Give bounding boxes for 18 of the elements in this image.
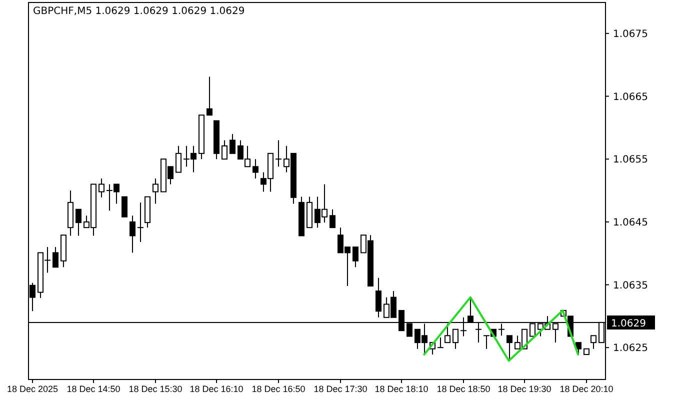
y-tick-label: 1.0635 — [613, 280, 648, 292]
x-tick-label: 18 Dec 17:30 — [314, 384, 368, 394]
x-tick-label: 18 Dec 16:50 — [252, 384, 306, 394]
y-tick-label: 1.0625 — [613, 343, 648, 354]
y-tick-label: 1.0665 — [613, 92, 648, 103]
x-tick-label: 18 Dec 20:10 — [560, 384, 614, 394]
x-tick-label: 18 Dec 18:50 — [436, 384, 490, 394]
x-tick-label: 18 Dec 15:30 — [128, 384, 182, 394]
y-tick-label: 1.0655 — [613, 154, 648, 166]
y-tick-label: 1.0645 — [613, 217, 648, 228]
x-tick-label: 18 Dec 18:10 — [374, 384, 428, 394]
x-tick-label: 18 Dec 2025 — [6, 384, 58, 394]
chart-title: GBPCHF,M5 1.0629 1.0629 1.0629 1.0629 — [33, 6, 245, 17]
x-tick-label: 18 Dec 14:50 — [66, 384, 120, 394]
ref-line-label: 1.0629 — [611, 318, 646, 330]
y-tick-label: 1.0675 — [613, 28, 648, 40]
x-tick-label: 18 Dec 16:10 — [190, 384, 244, 394]
x-tick-label: 18 Dec 19:30 — [498, 384, 552, 394]
